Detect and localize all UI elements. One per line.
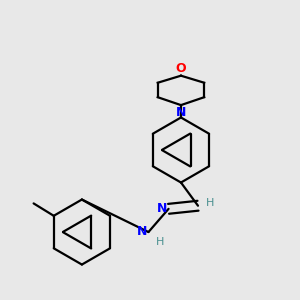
Text: O: O [176,62,186,75]
Text: N: N [157,202,167,215]
Text: H: H [156,237,165,247]
Text: N: N [136,225,147,238]
Text: N: N [176,106,186,119]
Text: H: H [206,198,214,208]
